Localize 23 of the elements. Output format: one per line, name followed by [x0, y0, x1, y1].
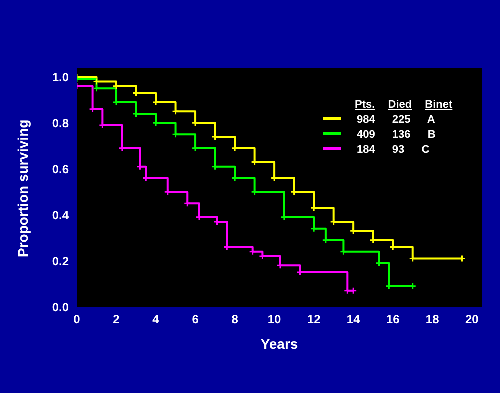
legend-label: 984 225 A — [357, 114, 436, 126]
x-tick-label: 16 — [386, 312, 400, 327]
y-axis-title: Proportion surviving — [14, 120, 31, 258]
x-tick-label: 6 — [192, 312, 200, 327]
x-tick-label: 10 — [268, 312, 282, 327]
x-tick-label: 2 — [113, 312, 120, 327]
x-tick-label: 14 — [346, 312, 361, 327]
y-tick-label: 0.0 — [52, 300, 70, 314]
legend-title: Pts. Died Binet — [355, 99, 453, 111]
x-axis-title: Years — [260, 336, 298, 352]
x-tick-label: 20 — [465, 312, 480, 327]
legend-label: 184 93 C — [357, 144, 430, 156]
x-tick-label: 4 — [152, 312, 160, 327]
legend-label: 409 136 B — [357, 129, 436, 141]
y-tick-label: 0.4 — [52, 208, 70, 222]
x-tick-label: 0 — [74, 312, 81, 327]
y-tick-label: 0.8 — [52, 116, 70, 130]
x-tick-label: 18 — [426, 312, 440, 327]
y-tick-label: 0.2 — [52, 254, 70, 268]
y-tick-label: 0.6 — [52, 162, 70, 176]
x-tick-label: 8 — [232, 312, 239, 327]
y-tick-label: 1.0 — [52, 70, 70, 84]
x-tick-label: 12 — [307, 312, 322, 327]
